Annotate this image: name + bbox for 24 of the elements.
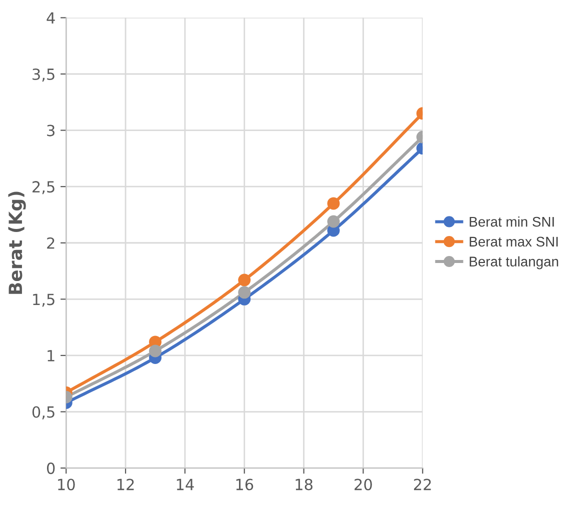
y-tick-label: 1,5: [33, 294, 54, 307]
point: [238, 274, 251, 286]
x-tick-label: 10: [58, 478, 75, 490]
point: [327, 215, 340, 228]
legend-label: Berat max SNI: [470, 236, 558, 247]
point: [327, 197, 340, 210]
y-tick-label: 3,5: [32, 68, 54, 82]
y-axis-title: Berat (Kg): [8, 192, 26, 294]
point: [238, 286, 251, 299]
y-tick-label: 2: [47, 237, 54, 249]
x-tick-label: 18: [296, 478, 312, 490]
y-tick-label: 0,5: [32, 406, 54, 420]
x-tick-label: 12: [118, 478, 134, 490]
y-tick-label: 0: [46, 462, 55, 474]
x-tick-label: 20: [354, 478, 372, 490]
x-tick-label: 16: [236, 478, 254, 490]
y-tick-label: 2,5: [32, 181, 54, 194]
y-tick-label: 4: [46, 12, 55, 24]
y-tick-label: 3: [47, 124, 54, 136]
x-tick-label: 14: [176, 478, 194, 490]
legend-label: Berat tulangan: [470, 256, 558, 270]
y-tick-label: 1: [48, 350, 54, 362]
x-tick-label: 22: [414, 478, 431, 490]
legend-label: Berat min SNI: [470, 216, 554, 227]
